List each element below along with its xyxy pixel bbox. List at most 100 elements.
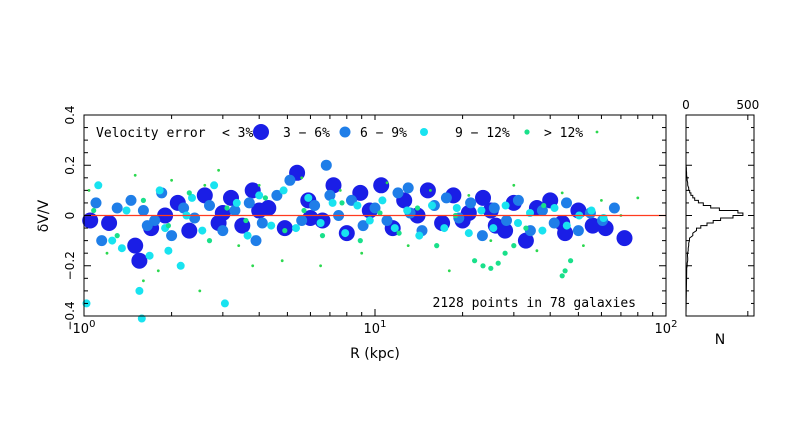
data-point [559, 273, 565, 279]
data-point [584, 217, 601, 234]
data-point [255, 191, 264, 200]
data-point [477, 206, 486, 215]
data-point [562, 221, 571, 230]
data-point [495, 260, 501, 266]
scatter-ticks: 100 101 102 0.4 0.2 0 −0.2 −0.4 [63, 105, 677, 337]
x-tick-label: 102 [655, 319, 678, 337]
data-point [390, 224, 399, 233]
data-point [489, 239, 493, 243]
data-point [512, 183, 516, 187]
data-point [419, 182, 436, 199]
histogram-outline [685, 162, 744, 316]
data-point [204, 200, 215, 211]
data-point [501, 201, 510, 210]
data-point [396, 230, 402, 236]
data-point [360, 251, 364, 255]
data-point [357, 238, 363, 244]
data-point [414, 205, 421, 211]
data-point [309, 200, 321, 211]
data-point [243, 197, 255, 209]
data-point [497, 222, 514, 239]
data-point [90, 197, 102, 209]
data-point [548, 217, 560, 229]
annotation-background [438, 293, 638, 311]
data-point [502, 250, 508, 256]
data-point [170, 178, 174, 182]
data-point [587, 206, 596, 215]
data-point [284, 174, 296, 186]
legend-label: 9 − 12% [455, 126, 510, 141]
points-annotation: 2128 points in 78 galaxies [433, 296, 637, 311]
legend-background [92, 120, 612, 142]
data-point [232, 198, 241, 207]
x-axis-label: R (kpc) [350, 346, 400, 362]
data-point [256, 217, 268, 229]
data-point [140, 197, 146, 203]
data-point [600, 199, 603, 202]
data-point [572, 225, 584, 237]
data-point [406, 244, 410, 248]
data-point [434, 243, 440, 249]
scatter-panel: 100 101 102 0.4 0.2 0 −0.2 −0.4 Velocity error … [36, 105, 677, 362]
data-point [616, 230, 633, 247]
data-point [155, 186, 164, 195]
data-point [117, 244, 126, 253]
legend-label: > 12% [544, 126, 583, 141]
data-point [267, 221, 276, 230]
data-point [440, 192, 452, 204]
data-point [338, 189, 342, 192]
data-point [523, 225, 529, 231]
data-point [165, 223, 171, 229]
legend-marker [253, 124, 269, 140]
data-point [550, 204, 559, 212]
data-point [125, 194, 137, 206]
data-point [352, 184, 369, 201]
data-point [250, 235, 262, 247]
data-point [476, 230, 488, 242]
data-point [378, 196, 387, 205]
data-point [304, 193, 313, 202]
data-point [316, 219, 325, 227]
histogram-ticks: 0 500 [682, 98, 759, 317]
data-point [198, 226, 207, 235]
legend-label: < 3% [222, 126, 253, 141]
data-point [257, 183, 261, 187]
data-point [105, 251, 109, 255]
data-point [381, 215, 393, 226]
histogram-panel: 0 500 N [682, 98, 759, 348]
data-point [198, 289, 202, 293]
data-point [82, 212, 99, 229]
data-point [319, 233, 326, 239]
y-axis-label: δV/V [36, 199, 52, 232]
data-point [488, 202, 500, 214]
data-point [429, 189, 432, 192]
data-point [369, 202, 381, 214]
data-point [561, 197, 572, 209]
data-point [156, 269, 160, 273]
data-point [415, 231, 424, 240]
data-point [127, 237, 144, 254]
y-tick-label: 0.2 [63, 156, 77, 175]
data-point [403, 206, 412, 215]
data-point [480, 263, 486, 269]
data-point [296, 215, 308, 226]
data-point [220, 299, 229, 308]
data-point [377, 210, 383, 216]
data-point [557, 225, 574, 242]
hist-x-tick-label: 500 [736, 98, 759, 112]
data-point [489, 224, 498, 233]
data-point [339, 200, 345, 206]
data-point [538, 226, 547, 235]
data-point [320, 159, 332, 171]
data-point [511, 243, 517, 249]
data-point [568, 258, 574, 264]
data-point [452, 204, 461, 212]
data-point [402, 182, 414, 194]
data-point [141, 220, 153, 232]
legend-marker [339, 126, 351, 138]
data-point [262, 195, 268, 201]
histogram-x-label: N [715, 332, 725, 348]
legend-label: 3 − 6% [283, 126, 330, 141]
legend: Velocity error < 3% 3 − 6% 6 − 9% 9 − 12% > … [92, 120, 612, 142]
data-point [636, 196, 640, 200]
